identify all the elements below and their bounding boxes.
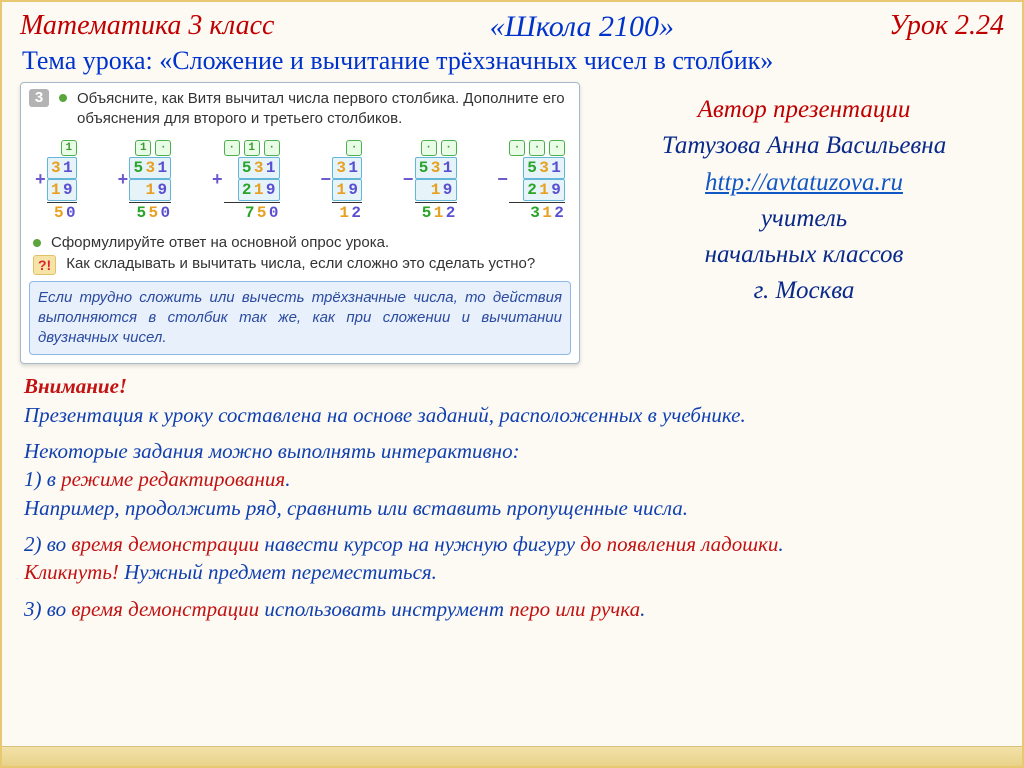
note-p2a: Некоторые задания можно выполнять интера… [24, 439, 520, 463]
question-badge: ?! [33, 255, 56, 275]
note-p4-r2: до появления ладошки [580, 532, 778, 556]
note-p6-r2: перо или ручка [509, 597, 640, 621]
note-p3: Например, продолжить ряд, сравнить или в… [24, 496, 688, 520]
lesson-topic: Тема урока: «Сложение и вычитание трёхзн… [2, 44, 1022, 82]
note-p6-pre: 3) во [24, 597, 71, 621]
task-text: Объясните, как Витя вычитал числа первог… [77, 89, 571, 130]
header: Математика 3 класс «Школа 2100» Урок 2.2… [2, 2, 1022, 44]
author-block: Автор презентации Татузова Анна Васильев… [604, 82, 1004, 364]
author-role-2: начальных классов [604, 237, 1004, 273]
author-city: г. Москва [604, 273, 1004, 309]
rule-box: Если трудно сложить или вычесть трёхзнач… [29, 281, 571, 356]
task-number-badge: 3 [29, 89, 49, 107]
note-p2b-pre: 1) в [24, 467, 61, 491]
note-p4-post: . [778, 532, 783, 556]
subject-grade: Математика 3 класс [20, 10, 274, 44]
author-link[interactable]: http://avtatuzova.ru [705, 169, 903, 196]
note-p6-mid: использовать инструмент [259, 597, 509, 621]
question-text: Как складывать и вычитать числа, если сл… [66, 255, 535, 272]
note-p5-r: Кликнуть! [24, 560, 119, 584]
author-name: Татузова Анна Васильевна [604, 128, 1004, 164]
note-p4-pre: 2) во [24, 532, 71, 556]
author-role-1: учитель [604, 201, 1004, 237]
note-p2b-red: режиме редактирования [61, 467, 285, 491]
bottom-band [2, 746, 1022, 766]
bullet-icon [59, 94, 67, 102]
author-title: Автор презентации [604, 92, 1004, 128]
note-p6-r: время демонстрации [71, 597, 259, 621]
notes-block: Внимание! Презентация к уроку составлена… [2, 364, 1022, 623]
program-title: «Школа 2100» [490, 10, 674, 44]
note-p4-r1: время демонстрации [71, 532, 259, 556]
arithmetic-columns: +1311950+1·531 19550+·1·531219750−·31191… [29, 130, 571, 230]
note-p2b-post: . [285, 467, 290, 491]
formulate-text: Сформулируйте ответ на основной опрос ур… [51, 234, 389, 251]
bullet-icon [33, 239, 41, 247]
lesson-number: Урок 2.24 [889, 10, 1004, 44]
note-p5-rest: Нужный предмет переместиться. [119, 560, 437, 584]
note-p6-post: . [640, 597, 645, 621]
note-p1: Презентация к уроку составлена на основе… [24, 403, 746, 427]
textbook-excerpt: 3 Объясните, как Витя вычитал числа перв… [20, 82, 580, 364]
task-line-1: Объясните, как Витя вычитал числа первог… [77, 90, 459, 107]
note-p4-mid: навести курсор на нужную фигуру [259, 532, 580, 556]
attention-label: Внимание! [24, 374, 127, 398]
